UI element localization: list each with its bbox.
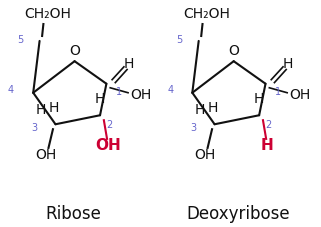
Text: H: H <box>195 103 205 117</box>
Text: H: H <box>261 137 273 152</box>
Text: OH: OH <box>289 87 311 101</box>
Text: Deoxyribose: Deoxyribose <box>187 204 290 222</box>
Text: OH: OH <box>95 137 121 152</box>
Text: 2: 2 <box>106 120 112 130</box>
Text: OH: OH <box>35 147 56 161</box>
Text: 5: 5 <box>176 35 182 44</box>
Text: 3: 3 <box>190 122 196 132</box>
Text: OH: OH <box>195 147 216 161</box>
Text: 3: 3 <box>31 122 37 132</box>
Text: H: H <box>253 92 264 106</box>
Text: CH₂OH: CH₂OH <box>24 7 71 20</box>
Text: CH₂OH: CH₂OH <box>183 7 230 20</box>
Text: Ribose: Ribose <box>45 204 101 222</box>
Text: H: H <box>94 92 105 106</box>
Text: OH: OH <box>130 87 152 101</box>
Text: O: O <box>69 44 80 58</box>
Text: O: O <box>228 44 239 58</box>
Text: 1: 1 <box>116 86 122 96</box>
Text: 4: 4 <box>8 85 14 95</box>
Text: H: H <box>208 101 218 115</box>
Text: 5: 5 <box>17 35 23 44</box>
Text: H: H <box>282 57 293 71</box>
Text: 4: 4 <box>167 85 173 95</box>
Text: H: H <box>124 57 134 71</box>
Text: 1: 1 <box>275 86 281 96</box>
Text: 2: 2 <box>265 120 271 130</box>
Text: H: H <box>49 101 59 115</box>
Text: H: H <box>36 103 46 117</box>
